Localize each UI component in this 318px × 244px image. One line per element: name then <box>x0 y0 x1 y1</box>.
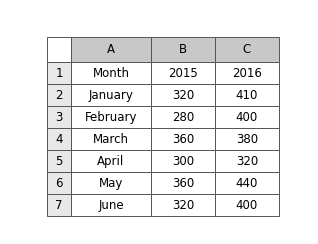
Text: 360: 360 <box>172 132 194 146</box>
Bar <box>71 150 151 172</box>
Text: 300: 300 <box>172 155 194 168</box>
Bar <box>215 37 279 62</box>
Bar <box>151 172 215 194</box>
Bar <box>215 172 279 194</box>
Text: 2: 2 <box>55 89 63 102</box>
Text: B: B <box>179 43 187 56</box>
Text: 280: 280 <box>172 111 194 124</box>
Text: 2016: 2016 <box>232 67 262 80</box>
Bar <box>71 37 151 62</box>
Bar <box>71 62 151 84</box>
Bar <box>71 84 151 106</box>
Bar <box>71 106 151 128</box>
Text: 5: 5 <box>55 155 63 168</box>
Text: 410: 410 <box>236 89 258 102</box>
Bar <box>47 172 71 194</box>
Text: 440: 440 <box>236 177 258 190</box>
Text: 380: 380 <box>236 132 258 146</box>
Text: March: March <box>93 132 129 146</box>
Text: 400: 400 <box>236 199 258 212</box>
Text: 400: 400 <box>236 111 258 124</box>
Bar <box>151 37 215 62</box>
Bar <box>215 150 279 172</box>
Bar <box>47 106 71 128</box>
Text: 6: 6 <box>55 177 63 190</box>
Bar <box>151 194 215 216</box>
Bar <box>47 128 71 150</box>
Text: May: May <box>99 177 123 190</box>
Text: A: A <box>107 43 115 56</box>
Text: 2015: 2015 <box>168 67 198 80</box>
Bar <box>151 62 215 84</box>
Bar <box>47 62 71 84</box>
Bar <box>71 172 151 194</box>
Bar <box>215 194 279 216</box>
Text: January: January <box>89 89 134 102</box>
Text: 4: 4 <box>55 132 63 146</box>
Bar <box>151 84 215 106</box>
Text: 320: 320 <box>172 89 194 102</box>
Bar <box>215 128 279 150</box>
Text: Month: Month <box>93 67 129 80</box>
Bar <box>151 106 215 128</box>
Bar <box>151 128 215 150</box>
Bar <box>215 62 279 84</box>
Text: April: April <box>97 155 125 168</box>
Bar <box>71 194 151 216</box>
Text: February: February <box>85 111 137 124</box>
Bar <box>47 194 71 216</box>
Bar <box>151 150 215 172</box>
Text: 320: 320 <box>172 199 194 212</box>
Text: 360: 360 <box>172 177 194 190</box>
Bar <box>71 128 151 150</box>
Text: 7: 7 <box>55 199 63 212</box>
Bar <box>47 150 71 172</box>
Text: 3: 3 <box>55 111 63 124</box>
Text: C: C <box>243 43 251 56</box>
Bar <box>47 37 71 62</box>
Text: 320: 320 <box>236 155 258 168</box>
Bar <box>215 106 279 128</box>
Bar <box>215 84 279 106</box>
Text: June: June <box>98 199 124 212</box>
Bar <box>47 84 71 106</box>
Text: 1: 1 <box>55 67 63 80</box>
